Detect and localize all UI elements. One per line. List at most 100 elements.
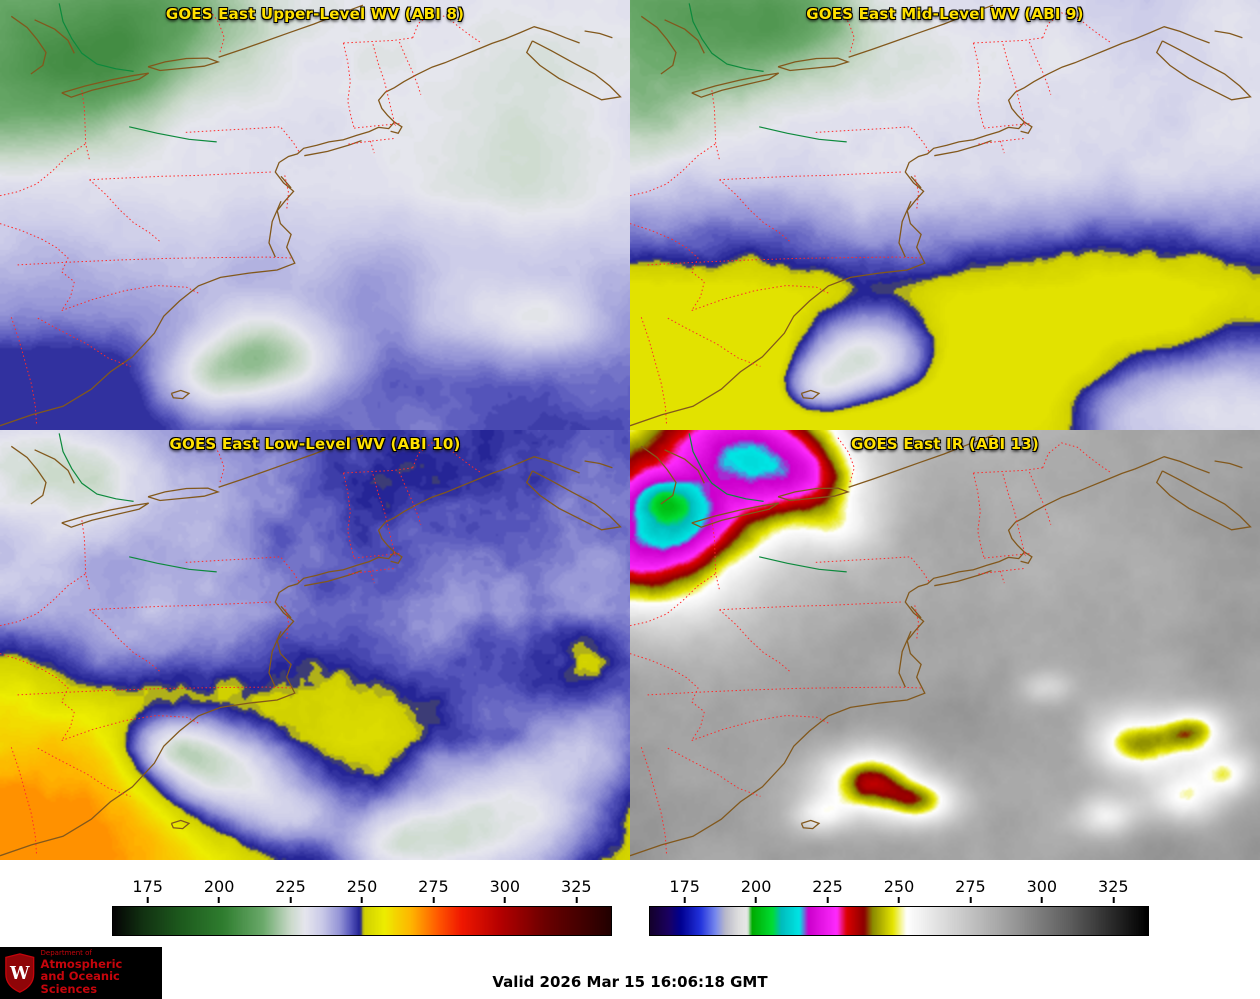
panel-title-ir: GOES East IR (ABI 13) — [850, 435, 1039, 453]
coastline-path — [34, 19, 75, 54]
state-border-path — [719, 179, 792, 243]
ir-colorbar-gradient — [650, 907, 1148, 935]
state-border-path — [207, 7, 225, 53]
state-border-path — [815, 556, 931, 584]
state-border-path — [284, 605, 290, 640]
state-border-path — [667, 747, 761, 797]
wv-colorbar-gradient — [113, 907, 611, 935]
wv-colorbar: 175 200 225 250 275 300 325 — [112, 876, 612, 936]
coastline-path — [777, 487, 851, 502]
coastline-path — [10, 15, 47, 75]
state-border-path — [398, 471, 422, 525]
coastline-path — [61, 72, 150, 98]
state-border-path — [999, 140, 1005, 154]
coastline-path — [848, 4, 994, 58]
coastline-path — [1134, 456, 1210, 474]
colorbar-tick: 175 — [132, 878, 163, 903]
colorbar-tick: 300 — [490, 878, 520, 903]
map-boundaries-overlay — [0, 3, 622, 427]
wv-colorbar-bar — [112, 906, 612, 936]
state-border-path — [342, 42, 355, 129]
state-border-path — [41, 668, 75, 741]
footer: 175 200 225 250 275 300 325 175 200 225 250 275 300… — [0, 860, 1260, 999]
coastline-path — [1155, 40, 1252, 101]
colorbar-tick: 250 — [884, 878, 914, 903]
state-border-path — [369, 570, 375, 584]
state-border-path — [972, 472, 985, 559]
state-border-path — [17, 686, 292, 696]
coastline-path — [898, 630, 912, 688]
state-border-path — [284, 175, 290, 210]
state-border-path — [1042, 442, 1111, 473]
ir-image — [630, 430, 1260, 860]
state-border-path — [369, 140, 375, 154]
coastline-path — [1134, 26, 1210, 44]
coastline-path — [848, 434, 994, 488]
state-border-path — [640, 747, 667, 854]
panel-title-mid-wv: GOES East Mid-Level WV (ABI 9) — [806, 5, 1084, 23]
wv-colorbar-ticks: 175 200 225 250 275 300 325 — [112, 876, 612, 906]
state-border-path — [0, 223, 42, 240]
state-border-path — [667, 317, 761, 367]
river-path — [759, 126, 847, 143]
coastline-path — [640, 15, 677, 75]
coastline-path — [34, 449, 75, 484]
panel-upper-level-wv: GOES East Upper-Level WV (ABI 8) — [0, 0, 630, 430]
coastline-path — [800, 389, 821, 400]
coastline-path — [390, 121, 403, 135]
state-border-path — [647, 686, 922, 696]
state-border-path — [17, 256, 292, 266]
state-border-path — [647, 256, 922, 266]
low-level-wv-image — [0, 430, 630, 860]
state-border-path — [719, 171, 901, 181]
state-border-path — [81, 90, 90, 161]
colorbar-tick: 200 — [204, 878, 234, 903]
coastline-path — [910, 605, 922, 619]
state-border-path — [1042, 12, 1111, 43]
colorbar-tick: 275 — [418, 878, 449, 903]
state-border-path — [89, 609, 162, 673]
state-border-path — [711, 520, 720, 591]
coastline-path — [10, 445, 47, 505]
map-boundaries-overlay — [630, 3, 1252, 427]
state-border-path — [630, 223, 672, 240]
state-border-path — [412, 442, 481, 473]
coastline-path — [630, 38, 1135, 427]
state-border-path — [10, 747, 37, 854]
state-border-path — [354, 552, 402, 559]
state-border-path — [837, 7, 855, 53]
coastline-path — [0, 38, 505, 427]
river-path — [688, 3, 764, 72]
coastline-path — [504, 456, 580, 474]
state-border-path — [711, 90, 720, 161]
state-border-path — [0, 573, 86, 627]
river-path — [129, 556, 217, 573]
ir-colorbar-ticks: 175 200 225 250 275 300 325 — [649, 876, 1149, 906]
state-border-path — [999, 570, 1005, 584]
state-border-path — [719, 609, 792, 673]
map-boundaries-overlay — [0, 433, 622, 857]
state-border-path — [41, 238, 75, 311]
state-border-path — [372, 474, 397, 556]
state-border-path — [37, 747, 131, 797]
state-border-path — [691, 284, 831, 311]
state-border-path — [719, 601, 901, 611]
state-border-path — [398, 41, 422, 95]
state-border-path — [372, 44, 397, 126]
coastline-path — [664, 449, 705, 484]
coastline-path — [504, 26, 580, 44]
state-border-path — [61, 714, 201, 741]
state-border-path — [1028, 41, 1052, 95]
coastline-path — [640, 445, 677, 505]
coastline-path — [268, 200, 282, 258]
coastline-path — [898, 200, 912, 258]
panel-title-upper-wv: GOES East Upper-Level WV (ABI 8) — [165, 5, 465, 23]
state-border-path — [914, 175, 920, 210]
coastline-path — [280, 605, 292, 619]
coastline-path — [1020, 551, 1033, 565]
coastline-path — [584, 460, 613, 469]
river-path — [688, 433, 764, 502]
coastline-path — [525, 470, 622, 531]
coastline-path — [170, 819, 191, 830]
coastline-path — [304, 569, 362, 587]
